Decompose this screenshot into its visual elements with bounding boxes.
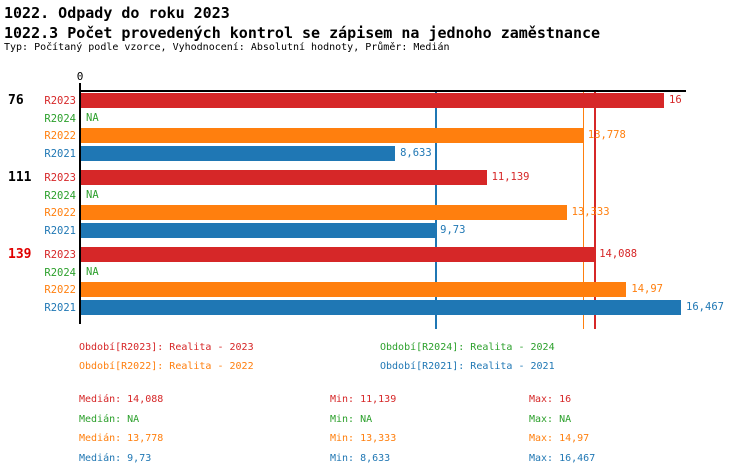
row-label-r2022: R2022: [44, 284, 76, 296]
bar-value-label: 14,97: [631, 283, 663, 295]
x-axis-origin-label: 0: [76, 70, 84, 83]
na-label: NA: [86, 265, 99, 278]
stat-median-r2023: Medián: 14,088: [79, 394, 164, 405]
stat-max-r2024: Max: NA: [529, 413, 572, 425]
bar-r2023: [80, 247, 595, 262]
chart-meta: Typ: Počítaný podle vzorce, Vyhodnocení:…: [4, 42, 450, 53]
bar-value-label: 13,778: [587, 129, 626, 141]
bar-value-label: 14,088: [599, 248, 638, 260]
na-label: NA: [86, 188, 99, 201]
stat-median-r2024: Medián: NA: [79, 413, 140, 425]
legend-item-r2022: Období[R2022]: Realita - 2022: [79, 361, 254, 372]
legend-item-r2023: Období[R2023]: Realita - 2023: [79, 342, 254, 353]
legend-item-r2021: Období[R2021]: Realita - 2021: [380, 361, 555, 372]
stat-max-r2021: Max: 16,467: [529, 452, 596, 464]
bar-r2023: [80, 93, 664, 108]
chart-title: 1022. Odpady do roku 2023: [4, 4, 230, 22]
row-label-r2024: R2024: [44, 266, 76, 279]
stat-min-r2022: Min: 13,333: [330, 433, 397, 444]
x-axis-top-line: [80, 90, 686, 92]
bar-value-label: 13,333: [571, 206, 610, 218]
stat-min-r2021: Min: 8,633: [330, 452, 391, 464]
bar-r2022: [80, 282, 627, 297]
bar-value-label: 9,73: [440, 223, 466, 236]
chart-subtitle: 1022.3 Počet provedených kontrol se zápi…: [4, 24, 601, 42]
bar-value-label: 8,633: [400, 146, 432, 159]
median-line-r2022: [582, 91, 585, 329]
bar-value-label: 16,467: [686, 300, 724, 313]
group-label: 139: [8, 247, 32, 262]
row-label-r2021: R2021: [44, 147, 76, 160]
bar-r2023: [80, 170, 487, 185]
group-label: 111: [8, 170, 32, 185]
stat-min-r2023: Min: 11,139: [330, 394, 397, 405]
row-label-r2023: R2023: [44, 249, 76, 261]
row-label-r2022: R2022: [44, 207, 76, 219]
row-label-r2023: R2023: [44, 172, 76, 184]
na-label: NA: [86, 111, 99, 124]
row-label-r2024: R2024: [44, 112, 76, 125]
bar-r2022: [80, 205, 567, 220]
bar-r2021: [80, 222, 436, 238]
row-label-r2024: R2024: [44, 189, 76, 202]
row-label-r2023: R2023: [44, 95, 76, 107]
y-axis-line: [79, 83, 81, 324]
group-label: 76: [8, 93, 24, 108]
bar-r2021: [80, 145, 396, 161]
stat-median-r2022: Medián: 13,778: [79, 433, 164, 444]
stat-max-r2022: Max: 14,97: [529, 433, 590, 444]
row-label-r2021: R2021: [44, 301, 76, 314]
row-label-r2021: R2021: [44, 224, 76, 237]
bar-r2022: [80, 128, 583, 143]
row-label-r2022: R2022: [44, 130, 76, 142]
legend-item-r2024: Období[R2024]: Realita - 2024: [380, 342, 555, 353]
bar-r2021: [80, 299, 682, 315]
bar-value-label: 11,139: [491, 171, 530, 183]
bar-value-label: 16: [669, 94, 682, 106]
stat-max-r2023: Max: 16: [529, 394, 572, 405]
median-line-r2023: [594, 91, 596, 329]
stat-median-r2021: Medián: 9,73: [79, 452, 152, 464]
stat-min-r2024: Min: NA: [330, 413, 373, 425]
